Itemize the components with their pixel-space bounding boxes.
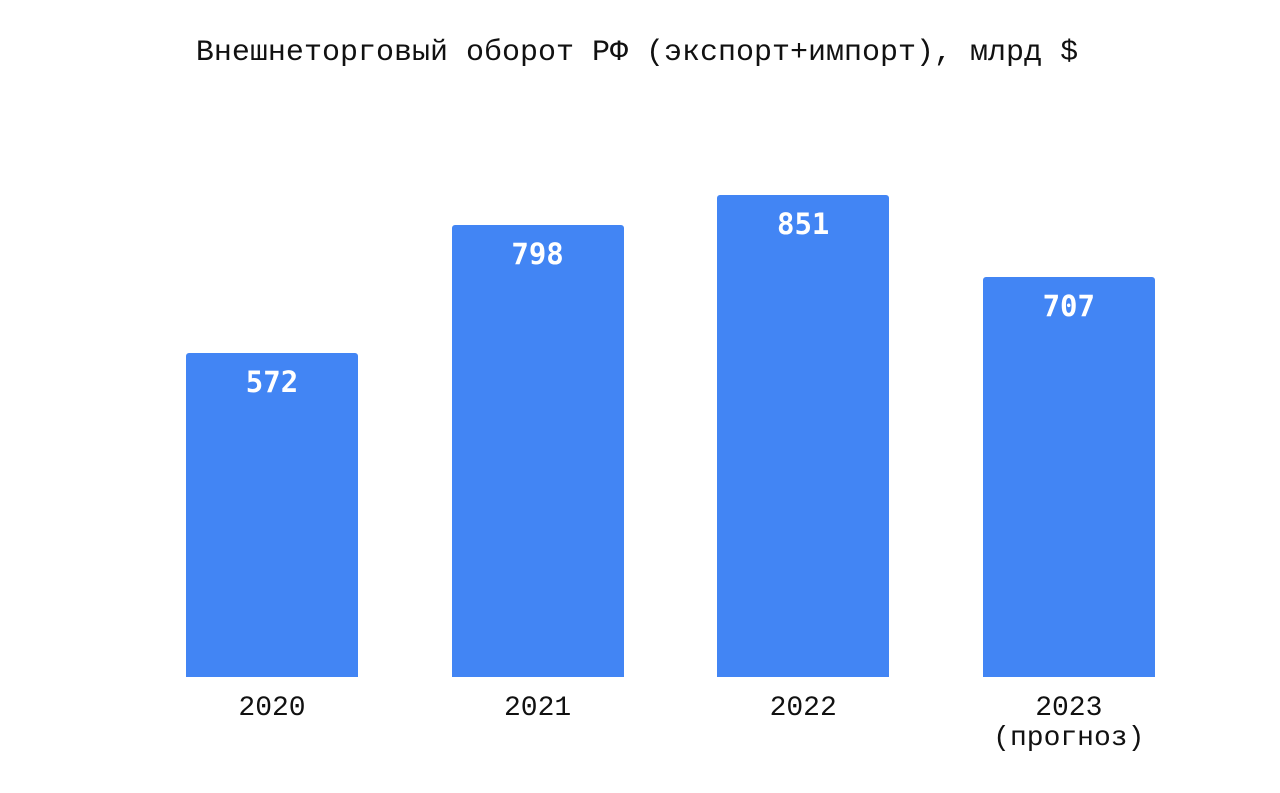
x-tick-label: 2021 [503,693,572,724]
value-label: 572 [245,365,299,400]
bar [186,353,358,677]
bar [717,194,890,677]
value-label: 798 [511,237,564,271]
bar [451,225,624,677]
chart-title: Внешнеторговый оборот РФ (экспорт+импорт… [195,36,1079,70]
x-tick-label: 2023 (прогноз) [993,693,1145,754]
x-tick-label: 2020 [238,693,306,724]
value-label: 851 [776,206,830,241]
bar [982,276,1155,677]
x-tick-label: 2022 [769,693,837,724]
value-label: 707 [1042,288,1095,323]
